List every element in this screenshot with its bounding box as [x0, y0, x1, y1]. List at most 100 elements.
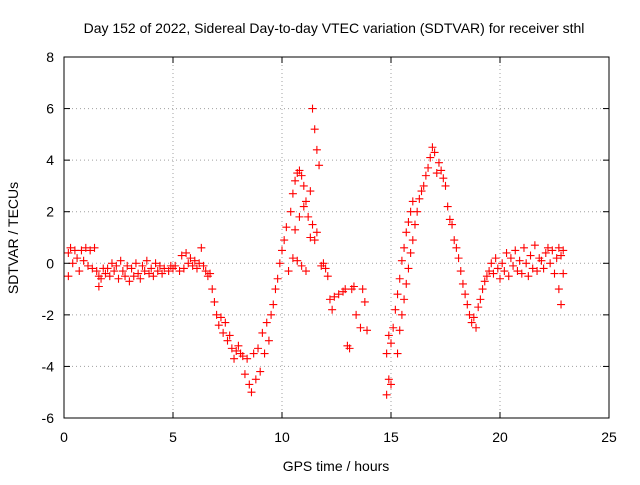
data-point [424, 163, 433, 172]
data-point [356, 323, 365, 332]
data-point [421, 171, 430, 180]
data-point [489, 269, 498, 278]
data-point [467, 318, 476, 327]
data-point [443, 202, 452, 211]
data-point [552, 254, 561, 263]
data-point [517, 269, 526, 278]
data-point [524, 272, 533, 281]
data-point [267, 310, 276, 319]
data-point [312, 145, 321, 154]
data-point [107, 259, 116, 268]
x-tick-label: 15 [383, 429, 399, 445]
data-point [456, 267, 465, 276]
data-point [513, 267, 522, 276]
data-point [557, 251, 566, 260]
data-point [430, 148, 439, 157]
data-point [439, 174, 448, 183]
data-point [550, 269, 559, 278]
data-point [195, 259, 204, 268]
data-point [559, 246, 568, 255]
data-point [400, 295, 409, 304]
data-point [515, 256, 524, 265]
data-point [151, 259, 160, 268]
data-point [280, 236, 289, 245]
data-point [445, 215, 454, 224]
data-point [410, 220, 419, 229]
data-point [384, 331, 393, 340]
y-tick-label: 6 [46, 101, 54, 117]
data-point [153, 267, 162, 276]
data-point [325, 295, 334, 304]
data-point [216, 313, 225, 322]
data-point [103, 264, 112, 273]
data-point [395, 274, 404, 283]
data-point [559, 269, 568, 278]
data-point [101, 269, 110, 278]
data-point [73, 254, 82, 263]
data-point [310, 236, 319, 245]
data-point [179, 264, 188, 273]
data-point [360, 297, 369, 306]
data-point [528, 264, 537, 273]
data-point [304, 212, 313, 221]
data-point [437, 166, 446, 175]
data-point [387, 339, 395, 348]
data-point [408, 236, 417, 245]
data-point [502, 248, 511, 257]
data-point [123, 261, 132, 270]
data-point [273, 274, 282, 283]
chart-title: Day 152 of 2022, Sidereal Day-to-day VTE… [84, 20, 585, 36]
data-point [476, 295, 485, 304]
data-point [240, 370, 249, 379]
data-point [546, 259, 555, 268]
data-point [441, 181, 450, 190]
data-point [251, 375, 260, 384]
data-point [498, 259, 507, 268]
data-point [86, 246, 95, 255]
data-point [509, 261, 518, 270]
data-point [511, 246, 520, 255]
data-point [541, 248, 550, 257]
data-point [548, 246, 557, 255]
data-point [206, 269, 215, 278]
data-point [127, 264, 136, 273]
data-point [140, 267, 149, 276]
data-point [208, 285, 217, 294]
data-point [349, 282, 358, 291]
data-point [469, 313, 478, 322]
data-point [116, 256, 125, 265]
data-point [83, 261, 92, 270]
axis-ticks [63, 56, 610, 419]
data-point [448, 220, 457, 229]
data-point [160, 264, 169, 273]
data-point [121, 272, 130, 281]
data-point [452, 243, 461, 252]
data-point [125, 277, 134, 286]
data-point [129, 272, 138, 281]
data-point [64, 248, 73, 257]
data-point [182, 248, 191, 257]
data-point [506, 254, 515, 263]
data-point [384, 375, 393, 384]
data-point [428, 143, 437, 152]
data-point [269, 300, 278, 309]
data-point [397, 310, 406, 319]
data-point [393, 290, 402, 299]
data-point [487, 259, 496, 268]
data-point [238, 352, 247, 361]
data-point [434, 158, 443, 167]
data-point [554, 243, 563, 252]
x-tick-label: 5 [169, 429, 177, 445]
y-tick-label: 8 [46, 49, 54, 65]
data-point [197, 243, 206, 252]
x-tick-label: 20 [492, 429, 508, 445]
data-point [212, 310, 221, 319]
data-point [402, 228, 411, 237]
data-point [461, 290, 470, 299]
data-point [291, 176, 300, 185]
data-point [114, 274, 123, 283]
data-point [330, 292, 339, 301]
data-point [188, 261, 197, 270]
data-point [432, 169, 441, 178]
data-point [306, 233, 315, 242]
